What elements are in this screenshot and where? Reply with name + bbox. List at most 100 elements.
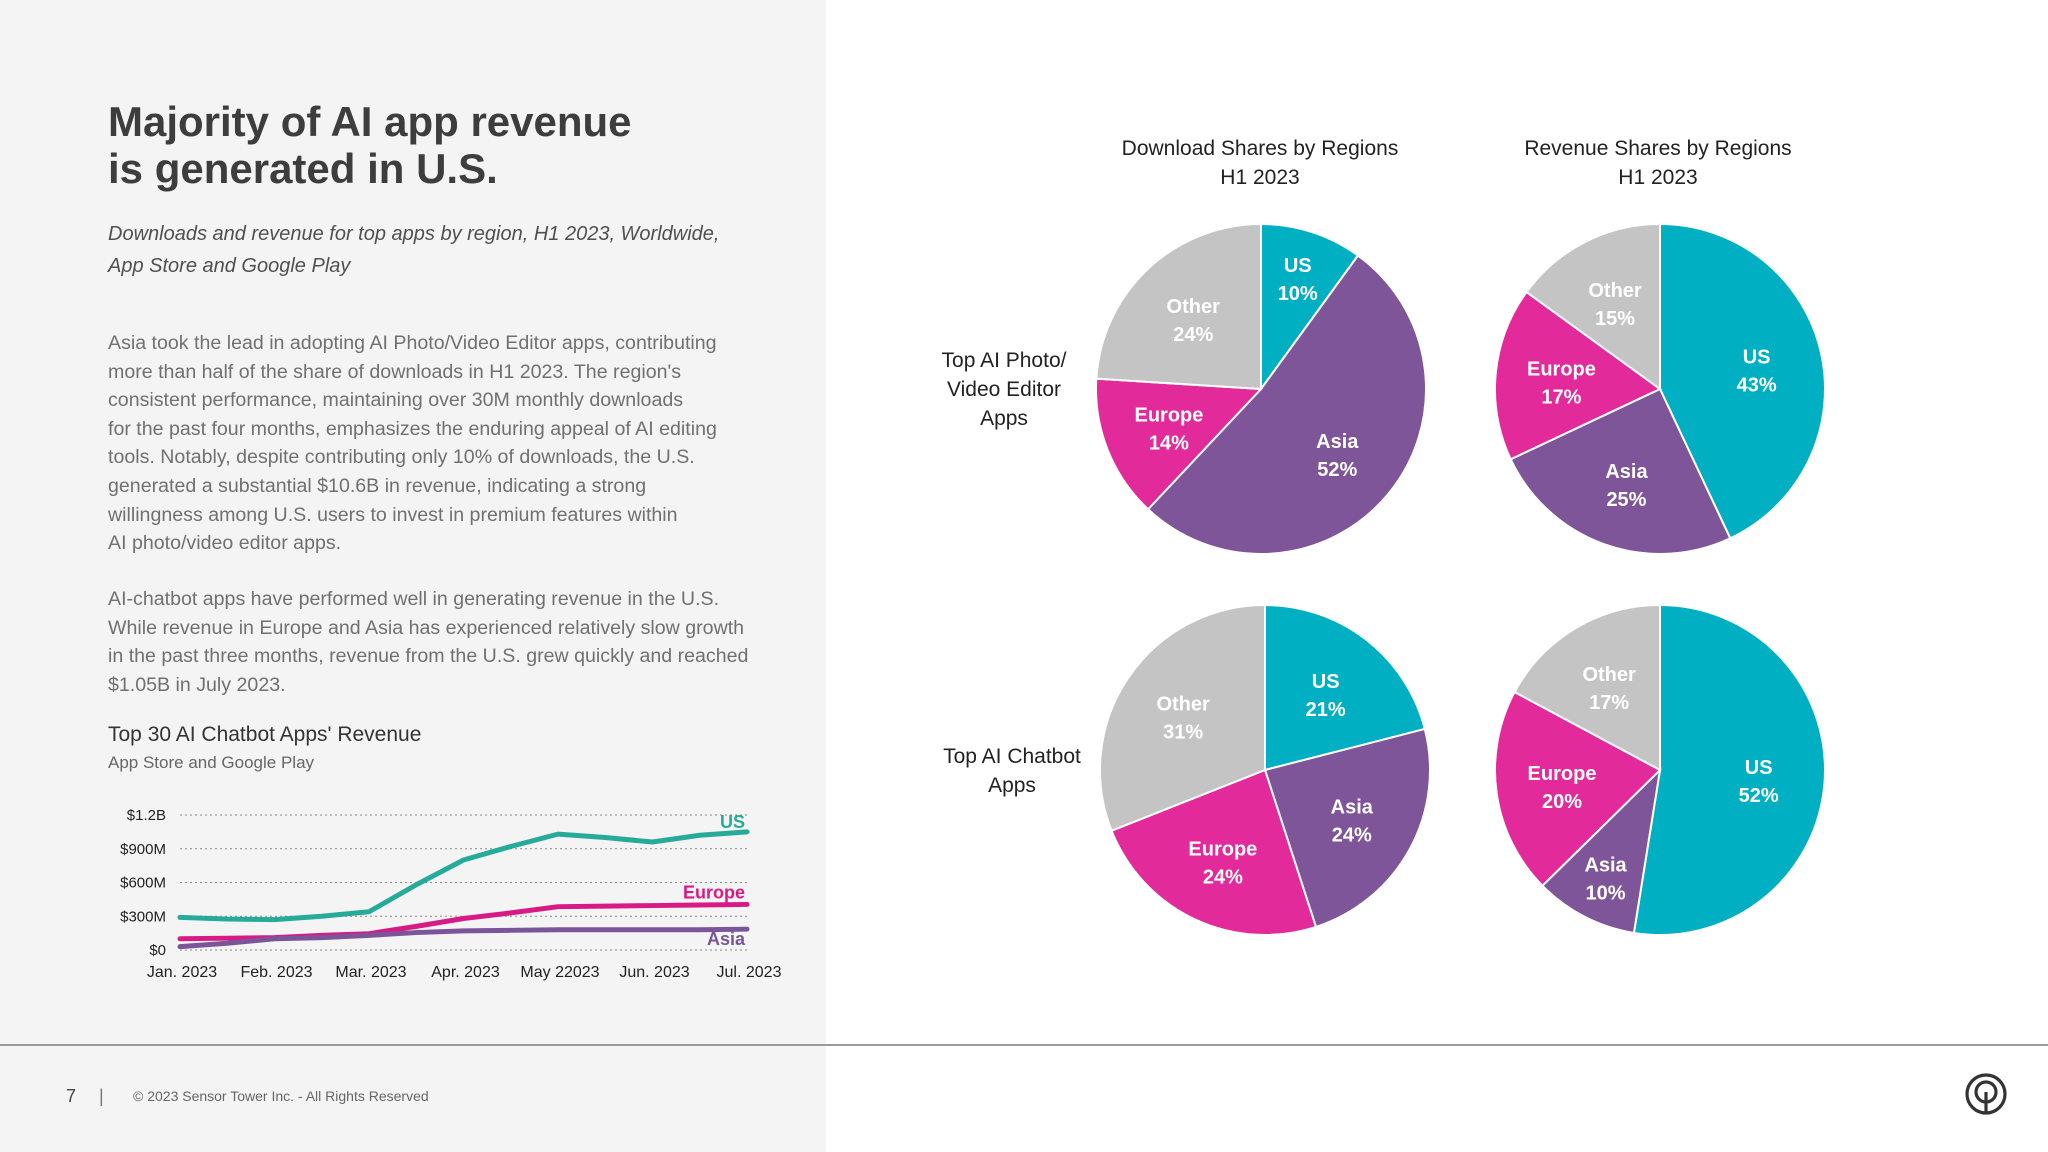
body-line: $1.05B in July 2023. bbox=[108, 673, 286, 696]
x-tick-label: Mar. 2023 bbox=[335, 964, 406, 981]
revenue-line-chart: $1.2B $900M $600M $300M $0 US Europe Asia Jan. 2… bbox=[120, 807, 782, 981]
row-label-line: Top AI Chatbot bbox=[943, 745, 1081, 768]
pie-slice-us bbox=[1659, 222, 1826, 540]
body-line: for the past four months, emphasizes the… bbox=[108, 417, 717, 440]
pie-slice-percent: 24% bbox=[1203, 867, 1243, 889]
pie-slice-name: US bbox=[1743, 346, 1771, 368]
y-tick-label: $600M bbox=[120, 875, 166, 892]
pie-slice-name: US bbox=[1745, 757, 1773, 779]
pie-slice-name: Europe bbox=[1528, 763, 1597, 785]
pie-slice-us bbox=[1264, 603, 1427, 772]
download-shares-header-line-2: H1 2023 bbox=[1220, 166, 1300, 189]
pie-slice-percent: 52% bbox=[1739, 785, 1779, 807]
body-line: more than half of the share of downloads… bbox=[108, 360, 682, 383]
series-label-asia: Asia bbox=[707, 929, 746, 949]
line-chart-title: Top 30 AI Chatbot Apps' Revenue bbox=[108, 723, 422, 746]
body-line: tools. Notably, despite contributing onl… bbox=[108, 446, 695, 469]
pie-chart: US 21% Asia 24% Europe 24% Other 31% bbox=[1099, 603, 1432, 936]
footer-divider bbox=[0, 1044, 2048, 1046]
footer-separator: | bbox=[99, 1086, 104, 1106]
pie-slice-name: Europe bbox=[1527, 359, 1596, 381]
x-tick-label: Jul. 2023 bbox=[717, 964, 782, 981]
revenue-shares-header-line-1: Revenue Shares by Regions bbox=[1524, 137, 1792, 160]
body-line: While revenue in Europe and Asia has exp… bbox=[108, 616, 745, 639]
revenue-shares-header-line-2: H1 2023 bbox=[1618, 166, 1698, 189]
pie-slice-percent: 17% bbox=[1541, 387, 1581, 409]
y-tick-label: $300M bbox=[120, 908, 166, 925]
body-line: willingness among U.S. users to invest i… bbox=[108, 503, 678, 526]
pie-slice-percent: 17% bbox=[1589, 692, 1629, 714]
body-line: in the past three months, revenue from t… bbox=[108, 645, 749, 668]
subtitle: Downloads and revenue for top apps by re… bbox=[108, 218, 748, 282]
body-line: generated a substantial $10.6B in revenu… bbox=[108, 474, 647, 497]
row-label-line: Apps bbox=[988, 774, 1036, 797]
pie-slice-name: Other bbox=[1156, 693, 1210, 715]
x-tick-label: Jun. 2023 bbox=[619, 964, 689, 981]
series-line-asia bbox=[177, 926, 750, 950]
copyright-notice: © 2023 Sensor Tower Inc. - All Rights Re… bbox=[133, 1088, 429, 1104]
body-line: Asia took the lead in adopting AI Photo/… bbox=[108, 332, 717, 354]
pie-slice-name: Europe bbox=[1188, 839, 1257, 861]
pie-slice-us bbox=[1260, 222, 1360, 393]
pie-chart: US 10% Asia 52% Europe 14% Other 24% bbox=[1095, 222, 1427, 555]
pie-slice-name: Other bbox=[1167, 296, 1221, 318]
body-paragraph-2: AI-chatbot apps have performed well in g… bbox=[108, 585, 768, 699]
headline: Majority of AI app revenue is generated … bbox=[108, 98, 748, 192]
pie-slice-europe bbox=[1494, 690, 1662, 888]
y-tick-label: $900M bbox=[120, 841, 166, 858]
pie-slice-name: Asia bbox=[1331, 797, 1374, 819]
pie-slice-percent: 20% bbox=[1542, 791, 1582, 813]
subtitle-line-1: Downloads and revenue for top apps by re… bbox=[108, 223, 720, 245]
pie-slice-europe bbox=[1095, 377, 1264, 511]
pie-slice-other bbox=[1095, 222, 1262, 391]
pie-slice-percent: 25% bbox=[1606, 489, 1646, 511]
pie-slice-other bbox=[1099, 603, 1266, 833]
pie-slice-percent: 31% bbox=[1163, 721, 1203, 743]
left-panel bbox=[0, 0, 826, 1152]
pie-slice-asia bbox=[1540, 767, 1662, 935]
pie-slice-name: Asia bbox=[1605, 461, 1648, 483]
pie-slice-percent: 14% bbox=[1149, 432, 1189, 454]
pie-slice-percent: 10% bbox=[1278, 283, 1318, 305]
pie-slice-name: Other bbox=[1582, 664, 1636, 686]
row-label-chatbot: Top AI Chatbot Apps bbox=[922, 742, 1102, 800]
pie-slice-percent: 24% bbox=[1173, 324, 1213, 346]
subtitle-line-2: App Store and Google Play bbox=[108, 255, 351, 277]
x-tick-label: Feb. 2023 bbox=[240, 964, 312, 981]
download-shares-header: Download Shares by Regions H1 2023 bbox=[1090, 134, 1430, 192]
y-tick-label: $0 bbox=[149, 942, 166, 959]
pie-slice-asia bbox=[1509, 387, 1732, 555]
page-number: 7 bbox=[66, 1086, 77, 1106]
pie-slice-name: Europe bbox=[1134, 404, 1203, 426]
pie-slice-name: Asia bbox=[1584, 855, 1627, 877]
headline-line-1: Majority of AI app revenue bbox=[108, 98, 632, 145]
line-chart-subtitle: App Store and Google Play bbox=[108, 753, 315, 772]
pie-slice-percent: 10% bbox=[1586, 883, 1626, 905]
pie-slice-europe bbox=[1493, 290, 1662, 461]
pie-slice-other bbox=[1513, 603, 1661, 772]
row-label-line: Video Editor bbox=[946, 378, 1062, 401]
pie-chart: US 52% Asia 10% Europe 20% Other 17% bbox=[1494, 603, 1826, 936]
x-tick-label: Jan. 2023 bbox=[147, 964, 217, 981]
pie-slice-asia bbox=[1146, 254, 1427, 555]
pie-slice-percent: 15% bbox=[1595, 308, 1635, 330]
download-shares-header-line-1: Download Shares by Regions bbox=[1121, 137, 1399, 160]
pie-slice-asia bbox=[1263, 727, 1432, 929]
pie-chart: US 43% Asia 25% Europe 17% Other 15% bbox=[1493, 222, 1826, 555]
body-line: AI-chatbot apps have performed well in g… bbox=[108, 588, 720, 610]
pie-slice-percent: 24% bbox=[1332, 825, 1372, 847]
series-line-us bbox=[177, 829, 750, 923]
revenue-shares-header: Revenue Shares by Regions H1 2023 bbox=[1488, 134, 1828, 192]
pie-slice-name: Asia bbox=[1316, 431, 1359, 453]
pie-slice-name: US bbox=[1284, 255, 1312, 277]
pie-slice-us bbox=[1632, 603, 1826, 936]
series-label-europe: Europe bbox=[683, 882, 745, 902]
x-tick-label: May 22023 bbox=[520, 964, 599, 981]
row-label-photo-video-editor: Top AI Photo/ Video Editor Apps bbox=[914, 346, 1094, 433]
sensor-tower-logo-icon bbox=[1965, 1073, 2007, 1115]
pie-slice-name: US bbox=[1312, 671, 1340, 693]
headline-line-2: is generated in U.S. bbox=[108, 145, 498, 192]
pie-slice-percent: 21% bbox=[1306, 699, 1346, 721]
x-tick-label: Apr. 2023 bbox=[431, 964, 500, 981]
